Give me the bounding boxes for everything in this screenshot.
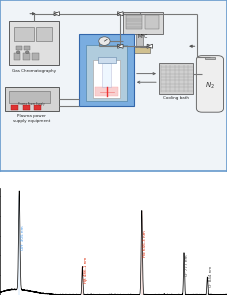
- Bar: [205, 57, 215, 59]
- Bar: [98, 57, 116, 63]
- Text: Hβ 486.1 nm: Hβ 486.1 nm: [84, 256, 88, 283]
- Polygon shape: [118, 12, 123, 16]
- Bar: [145, 15, 159, 29]
- Bar: [9, 21, 59, 65]
- Polygon shape: [54, 12, 59, 16]
- Text: Hα 656.3 nm: Hα 656.3 nm: [143, 230, 147, 257]
- Bar: [23, 53, 30, 60]
- Bar: [14, 53, 20, 60]
- Bar: [123, 12, 163, 34]
- Bar: [34, 105, 41, 110]
- Bar: [129, 47, 150, 53]
- Text: Plasma power
supply equipment: Plasma power supply equipment: [13, 114, 50, 123]
- Polygon shape: [147, 44, 153, 48]
- Bar: [95, 87, 118, 96]
- Text: Plasma Power Supply: Plasma Power Supply: [18, 102, 45, 106]
- FancyBboxPatch shape: [196, 56, 224, 112]
- Polygon shape: [118, 44, 123, 48]
- Circle shape: [25, 51, 29, 54]
- Bar: [11, 105, 18, 110]
- Bar: [102, 63, 111, 87]
- Bar: [5, 87, 59, 111]
- Bar: [24, 46, 30, 50]
- Bar: [159, 63, 193, 94]
- Circle shape: [99, 37, 110, 45]
- Bar: [32, 53, 39, 60]
- Polygon shape: [118, 12, 123, 16]
- Circle shape: [16, 51, 20, 54]
- Bar: [23, 105, 30, 110]
- Bar: [16, 46, 22, 50]
- Polygon shape: [54, 12, 59, 16]
- Bar: [126, 15, 142, 29]
- Text: MFC: MFC: [138, 34, 148, 39]
- Text: Gas Chromatography: Gas Chromatography: [12, 68, 56, 73]
- Bar: [79, 34, 134, 106]
- Polygon shape: [118, 44, 123, 48]
- Bar: [86, 45, 127, 101]
- Bar: [136, 34, 143, 48]
- Bar: [14, 27, 34, 41]
- Text: Cooling bath: Cooling bath: [163, 96, 189, 100]
- Text: O· 777 nm: O· 777 nm: [185, 255, 190, 276]
- Text: O· 844 nm: O· 844 nm: [209, 266, 213, 287]
- Bar: [93, 60, 120, 98]
- Bar: [36, 27, 52, 41]
- Bar: [9, 91, 50, 103]
- Text: $N_2$: $N_2$: [205, 81, 215, 91]
- Text: OH· 305 nm: OH· 305 nm: [21, 226, 25, 250]
- Polygon shape: [147, 44, 153, 48]
